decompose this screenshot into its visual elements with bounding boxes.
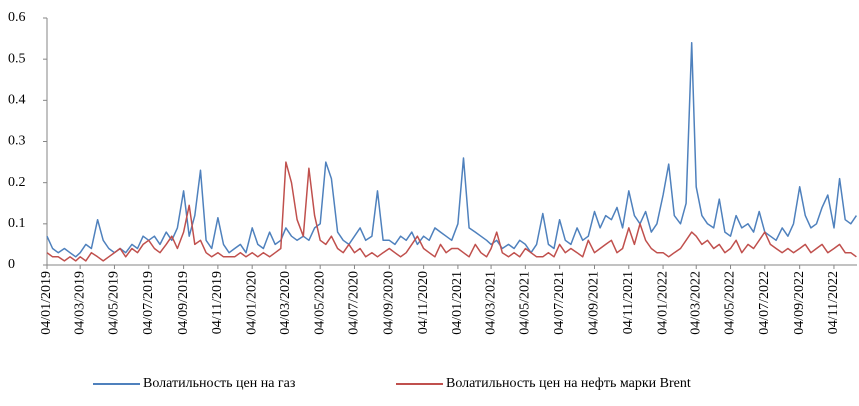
- x-tick-label: 04/03/2019: [72, 271, 87, 335]
- x-tick-label: 04/05/2020: [312, 271, 327, 335]
- x-tick-label: 04/11/2019: [210, 271, 225, 334]
- x-tick-label: 04/03/2021: [483, 271, 498, 335]
- x-tick-label: 04/09/2019: [176, 271, 191, 335]
- x-tick-label: 04/09/2021: [587, 271, 602, 335]
- x-tick-label: 04/01/2019: [39, 271, 54, 335]
- x-tick-label: 04/11/2022: [826, 271, 841, 334]
- legend-label: Волатильность цен на газ: [143, 376, 296, 391]
- y-tick-label: 0.1: [8, 216, 26, 231]
- y-tick-label: 0.3: [8, 134, 26, 149]
- x-tick-label: 04/03/2022: [688, 271, 703, 335]
- x-tick-label: 04/07/2021: [552, 271, 567, 335]
- y-tick-label: 0.6: [8, 10, 26, 25]
- x-tick-label: 04/07/2020: [347, 271, 362, 335]
- x-tick-label: 04/09/2020: [382, 271, 397, 335]
- series-line: [46, 161, 857, 262]
- x-tick-label: 04/07/2019: [141, 271, 156, 335]
- y-tick-label: 0.2: [8, 175, 26, 190]
- x-tick-label: 04/11/2021: [621, 271, 636, 334]
- x-tick-label: 04/01/2021: [450, 271, 465, 335]
- x-tick-label: 04/05/2019: [107, 271, 122, 335]
- y-tick-label: 0: [8, 257, 15, 272]
- x-tick-label: 04/05/2022: [723, 271, 738, 335]
- y-tick-label: 0.4: [8, 93, 26, 108]
- x-tick-label: 04/09/2022: [792, 271, 807, 335]
- legend-label: Волатильность цен на нефть марки Brent: [446, 376, 691, 391]
- x-tick-label: 04/01/2020: [244, 271, 259, 335]
- x-tick-label: 04/05/2021: [518, 271, 533, 335]
- x-tick-label: 04/03/2020: [278, 271, 293, 335]
- x-tick-label: 04/11/2020: [416, 271, 431, 334]
- x-tick-label: 04/01/2022: [655, 271, 670, 335]
- x-tick-label: 04/07/2022: [757, 271, 772, 335]
- series-line: [46, 41, 858, 258]
- y-tick-label: 0.5: [8, 51, 26, 66]
